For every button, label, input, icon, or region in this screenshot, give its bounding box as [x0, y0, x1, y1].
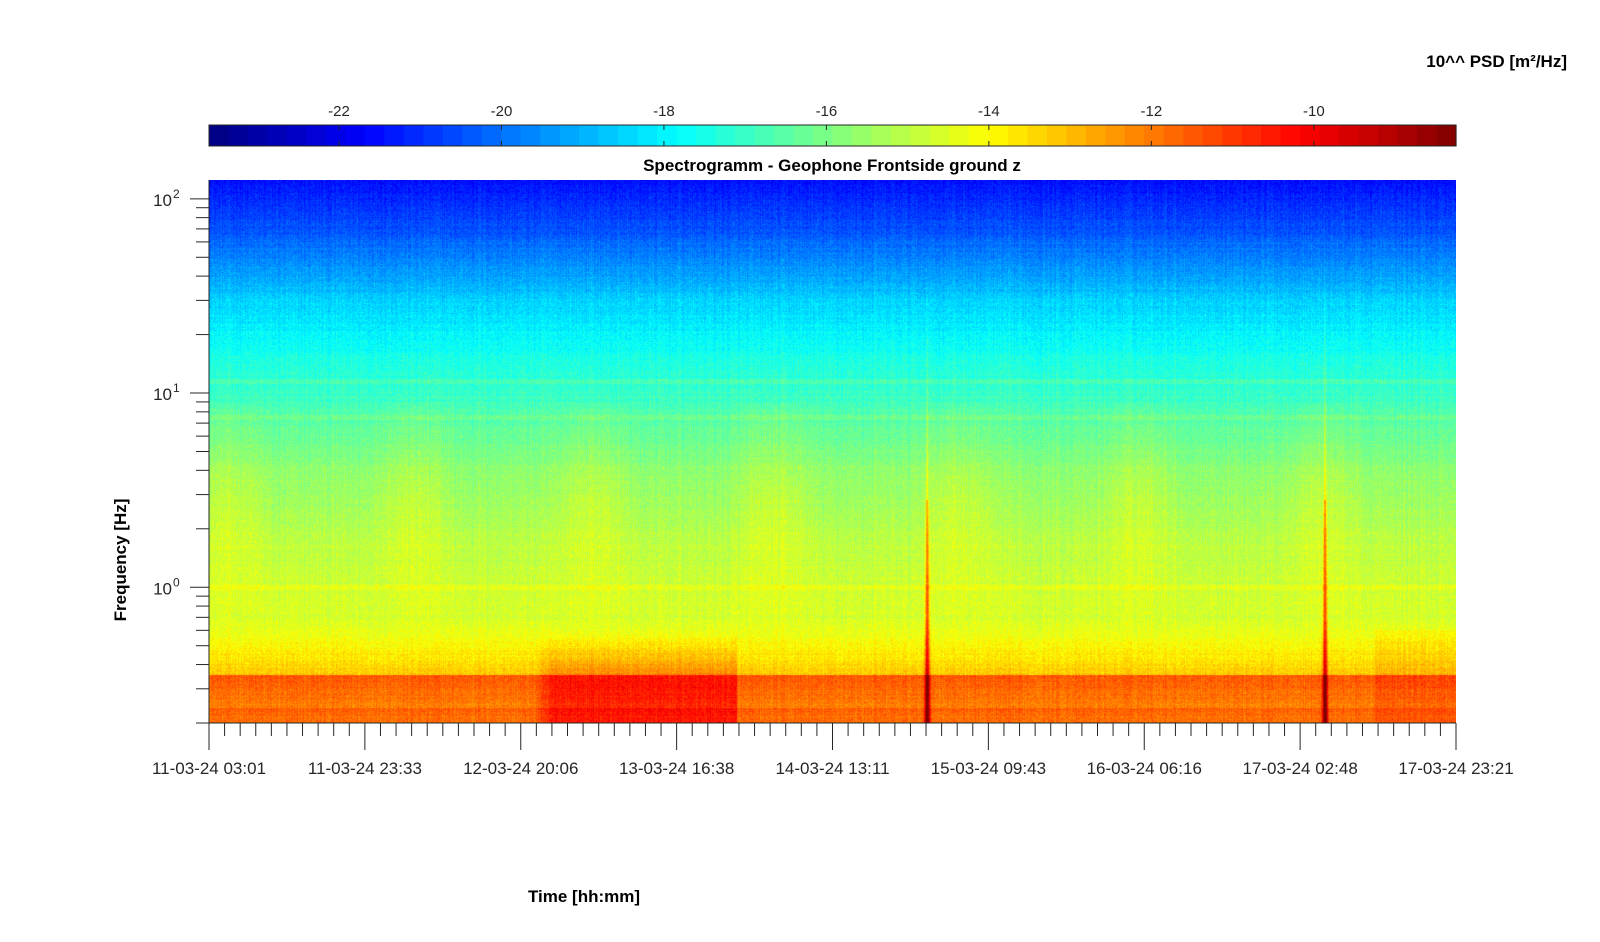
colorbar-cell	[988, 125, 1009, 146]
colorbar-cell	[1027, 125, 1048, 146]
colorbar-cell	[1417, 125, 1438, 146]
colorbar-cell	[1358, 125, 1379, 146]
x-tick-label: 15-03-24 09:43	[931, 759, 1046, 778]
colorbar-cell	[1007, 125, 1028, 146]
colorbar-cell	[540, 125, 561, 146]
colorbar-cell	[423, 125, 444, 146]
x-tick-label: 12-03-24 20:06	[463, 759, 578, 778]
colorbar-frame	[208, 124, 1457, 147]
y-tick-exponent: 0	[173, 575, 180, 589]
colorbar-cell	[1085, 125, 1106, 146]
colorbar-cell	[618, 125, 639, 146]
colorbar-cell	[1241, 125, 1262, 146]
colorbar-cell	[306, 125, 327, 146]
x-tick-label: 11-03-24 03:01	[152, 759, 266, 778]
colorbar-cell	[267, 125, 288, 146]
colorbar-cell	[871, 125, 892, 146]
colorbar-cell	[715, 125, 736, 146]
colorbar-gradient	[209, 125, 1457, 146]
colorbar-cell	[929, 125, 950, 146]
y-tick-label: 10	[153, 385, 172, 404]
colorbar-cell	[325, 125, 346, 146]
colorbar-cell	[949, 125, 970, 146]
colorbar-cell	[1436, 125, 1457, 146]
colorbar-cell	[364, 125, 385, 146]
colorbar-cell	[676, 125, 697, 146]
colorbar-cell	[1339, 125, 1360, 146]
spectrogram-heatmap	[209, 180, 1456, 723]
spectrogram-plot-area	[209, 180, 1456, 723]
colorbar-cell	[735, 125, 756, 146]
colorbar-cell	[813, 125, 834, 146]
colorbar-tick-label: -22	[328, 103, 350, 120]
colorbar-cell	[1280, 125, 1301, 146]
colorbar-cell	[1144, 125, 1165, 146]
colorbar-cell	[890, 125, 912, 146]
x-axis-label: Time [hh:mm]	[528, 887, 640, 906]
colorbar-cell	[403, 125, 424, 146]
colorbar-cell	[345, 125, 366, 146]
colorbar-cell	[579, 125, 600, 146]
colorbar-cell	[1202, 125, 1223, 146]
x-tick-label: 17-03-24 23:21	[1398, 759, 1513, 778]
y-tick-exponent: 1	[173, 381, 180, 395]
colorbar-cell	[910, 125, 931, 146]
colorbar-cell	[520, 125, 541, 146]
colorbar-cell	[851, 125, 873, 146]
colorbar-cell	[1222, 125, 1243, 146]
colorbar-cell	[1378, 125, 1399, 146]
colorbar-cell	[637, 125, 658, 146]
colorbar-cell	[1066, 125, 1087, 146]
colorbar-cell	[1183, 125, 1204, 146]
colorbar-cell	[286, 125, 308, 146]
x-axis: 11-03-24 03:01 11-03-24 23:33 12-03-24 20:…	[152, 722, 1514, 778]
colorbar-label: 10^^ PSD [m²/Hz]	[1426, 52, 1567, 71]
colorbar-cell	[793, 125, 814, 146]
colorbar-cell	[1105, 125, 1126, 146]
colorbar-tick-label: -16	[816, 103, 838, 120]
colorbar-cell	[1163, 125, 1184, 146]
colorbar-tick-label: -20	[491, 103, 513, 120]
colorbar-cell	[247, 125, 269, 146]
colorbar-cell	[832, 125, 853, 146]
colorbar-cell	[1124, 125, 1145, 146]
colorbar-tick-label: -12	[1141, 103, 1163, 120]
colorbar-cell	[462, 125, 483, 146]
colorbar-tick-label: -18	[653, 103, 675, 120]
colorbar-cell	[228, 125, 249, 146]
colorbar-cell	[774, 125, 795, 146]
colorbar: -22 -20 -18 -16 -14 -12 -10 10^^ PSD [m²/Hz]	[208, 52, 1567, 147]
colorbar-cell	[754, 125, 775, 146]
colorbar-tick-label: -10	[1303, 103, 1325, 120]
colorbar-cell	[209, 125, 230, 146]
colorbar-cell	[1319, 125, 1340, 146]
colorbar-cell	[1046, 125, 1067, 146]
colorbar-cell	[1397, 125, 1418, 146]
x-tick-label: 11-03-24 23:33	[308, 759, 422, 778]
y-axis-label: Frequency [Hz]	[111, 499, 130, 622]
colorbar-cell	[696, 125, 717, 146]
colorbar-cell	[1300, 125, 1321, 146]
colorbar-cell	[501, 125, 522, 146]
chart-title: Spectrogramm - Geophone Frontside ground…	[643, 156, 1021, 175]
x-tick-label: 13-03-24 16:38	[619, 759, 734, 778]
colorbar-cell	[598, 125, 619, 146]
colorbar-ticks: -22 -20 -18 -16 -14 -12 -10	[328, 103, 1325, 146]
colorbar-cell	[968, 125, 989, 146]
colorbar-cell	[1261, 125, 1282, 146]
colorbar-cell	[559, 125, 580, 146]
x-tick-label: 17-03-24 02:48	[1242, 759, 1357, 778]
y-tick-label: 10	[153, 579, 172, 598]
colorbar-cell	[481, 125, 502, 146]
colorbar-cell	[657, 125, 678, 146]
y-tick-exponent: 2	[173, 187, 180, 201]
y-tick-label: 10	[153, 191, 172, 210]
colorbar-cell	[384, 125, 405, 146]
colorbar-cell	[442, 125, 463, 146]
x-tick-label: 16-03-24 06:16	[1087, 759, 1202, 778]
colorbar-tick-label: -14	[978, 103, 1000, 120]
x-tick-label: 14-03-24 13:11	[775, 759, 889, 778]
